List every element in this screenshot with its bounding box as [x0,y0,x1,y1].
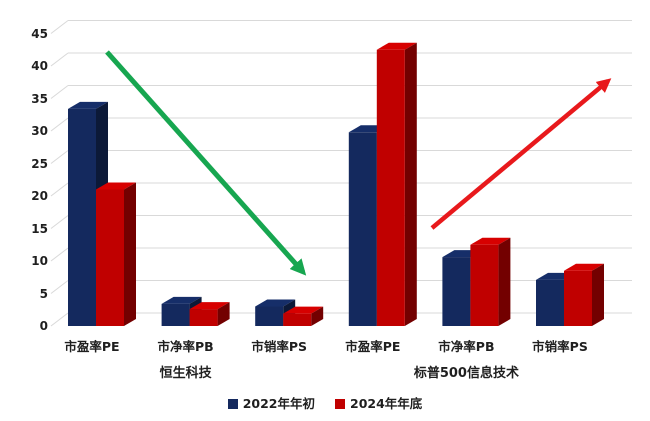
bar-column [161,303,190,326]
legend-item-2024: 2024年年底 [335,397,422,411]
legend-swatch-2024 [335,399,345,409]
y-axis-tick [50,312,69,327]
legend-item-2022: 2022年年初 [227,396,315,411]
y-axis-tick [50,215,69,229]
y-axis-tick [50,85,69,99]
bar-column [96,189,124,326]
y-axis-tick [50,280,69,294]
legend: 2022年年初 2024年年底 [0,394,650,414]
bar-side-face [592,263,604,326]
bar-top-face [564,263,604,271]
bar-side-face [217,302,230,326]
legend-swatch-2022 [227,399,238,409]
bar-side-face [498,237,511,326]
bar-column [255,306,284,326]
bar-column [442,257,471,326]
bar-column [68,108,96,327]
bar-column [564,270,592,326]
bar-column [283,313,312,326]
sp500-rise-arrow [430,78,612,230]
bar-column [189,309,218,326]
bar-side-face [404,42,417,326]
bar-column [348,132,377,326]
bar-top-face [283,306,324,314]
y-axis-tick [50,117,69,132]
bar-top-face [189,302,230,310]
bar-column [470,244,499,326]
legend-label-2024: 2024年年底 [350,396,423,411]
legend-label-2022: 2022年年初 [242,396,315,411]
bar-column [376,49,405,326]
y-axis-tick [50,150,69,164]
bar-side-face [311,306,324,326]
bar-side-face [124,182,136,326]
y-axis-tick [50,52,69,67]
hang-seng-decline-arrow [105,50,307,276]
bar-top-face [96,182,136,190]
bar-top-face [161,296,202,304]
bar-top-face [376,42,417,50]
bar-top-face [68,101,108,109]
y-axis-tick [50,20,69,34]
y-axis-tick [50,182,69,197]
y-axis-tick [50,247,69,262]
bar-top-face [470,237,511,245]
bar-top-face [255,299,296,307]
bar-column [536,279,564,326]
